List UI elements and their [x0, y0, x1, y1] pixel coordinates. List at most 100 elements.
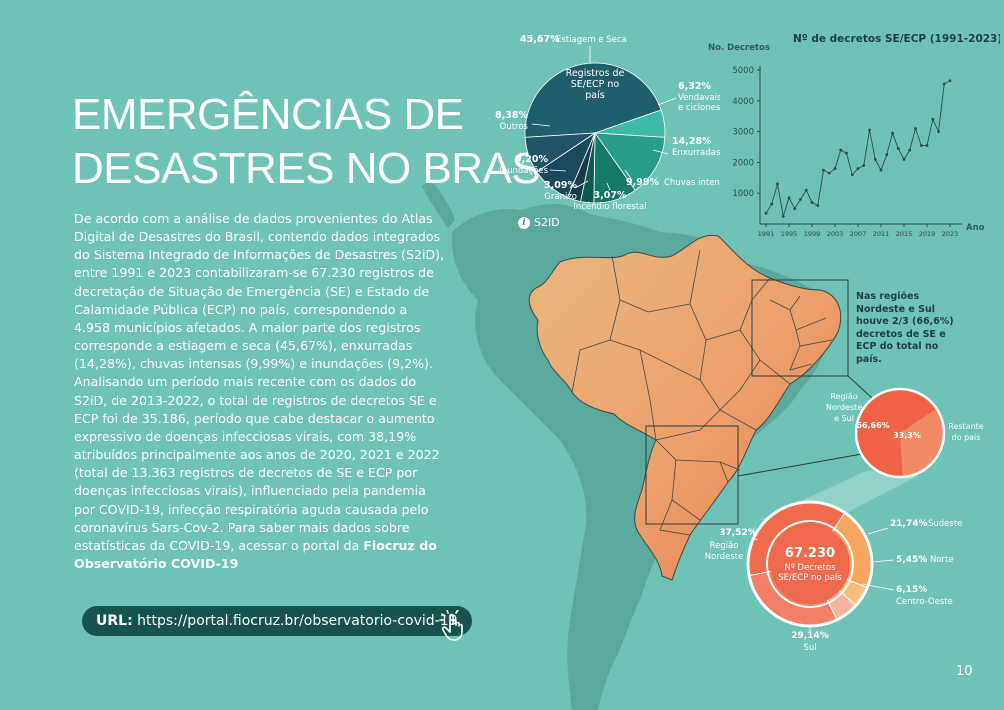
pie1-value-label: 3,07% — [594, 190, 627, 201]
series-point — [879, 168, 883, 172]
body-paragraph: De acordo com a análise de dados proveni… — [74, 210, 446, 573]
info-icon: i — [518, 216, 530, 229]
pie1-slice-name: Enxurradas — [672, 148, 720, 158]
state-borders — [571, 249, 833, 536]
donut-center-label: Nº Decretos — [784, 563, 836, 573]
hand-click-icon — [439, 610, 463, 641]
x-tick-label: 2023 — [942, 230, 959, 238]
pie1-leader — [606, 182, 611, 191]
source-badge: i S2ID — [518, 216, 560, 229]
donut-center-value: 67.230 — [785, 546, 835, 561]
pie1-value-label: 8,38% — [495, 110, 528, 121]
series-point — [799, 197, 802, 201]
pie1-slices — [524, 62, 666, 204]
series-point — [833, 167, 837, 170]
x-tick-label: 2019 — [919, 230, 936, 238]
x-tick-label: 1991 — [758, 230, 775, 238]
title-line-1: EMERGÊNCIAS DE — [72, 90, 464, 139]
x-tick-label: 2007 — [850, 230, 867, 238]
ne-south-pie: 66,66% 33,3% Região Nordeste e Sul Restante do… — [826, 387, 984, 479]
pie3-leader — [861, 583, 895, 591]
pie3-slice-name: Nordeste — [705, 552, 744, 562]
series-point — [902, 157, 906, 161]
series-point — [845, 151, 848, 155]
fiocruz-link[interactable]: Fiocruz do Observatório COVID-19 — [74, 537, 437, 571]
pie2-labels: 66,66% 33,3% Região Nordeste e Sul Restante do… — [826, 392, 984, 442]
x-tick-label: 1995 — [781, 230, 798, 238]
y-tick-label: 3000 — [732, 128, 754, 138]
y-tick-label: 1000 — [732, 189, 754, 199]
line-chart-axes — [759, 66, 962, 225]
pie3-value-label: 37,52% — [719, 528, 757, 538]
series-point — [948, 79, 952, 83]
pie2-slice — [900, 408, 944, 477]
pie3-leader — [751, 537, 759, 541]
series-point — [850, 173, 854, 177]
donut-hole — [770, 524, 850, 604]
series-point — [810, 201, 814, 204]
series-point — [891, 131, 894, 135]
central-america-shape — [422, 180, 455, 228]
series-point — [827, 171, 831, 175]
y-tick-label: 5000 — [732, 66, 754, 76]
url-pill[interactable]: URL: https://portal.fiocruz.br/observato… — [82, 606, 472, 636]
pie1-slice-name: Inundações — [499, 166, 548, 176]
pie1-slice-name: e ciclones — [678, 103, 720, 113]
pie3-slice-name: Região — [710, 541, 739, 551]
pie1-center-text: país — [585, 90, 604, 101]
south-connector — [737, 453, 863, 477]
pie1-leader — [624, 169, 633, 181]
pie1-value-label: 6,32% — [678, 81, 711, 92]
series-point — [862, 164, 866, 167]
pie1-leader — [549, 169, 567, 172]
pie3-value-label: 6,15% — [896, 585, 927, 595]
x-tick-label: 2003 — [827, 230, 844, 238]
pie1-value-label: 9,99% — [626, 177, 659, 188]
pie2-slice-name: Nordeste — [826, 403, 862, 412]
line-chart-ylabel: No. Decretos — [708, 43, 770, 53]
pie1-center-text: SE/ECP no — [571, 79, 620, 90]
series-point — [776, 182, 779, 186]
series-point — [937, 130, 940, 133]
pie1-slice-name: Chuvas intensas — [664, 178, 720, 188]
pie2-slice-name: do país — [952, 433, 981, 442]
line-chart-ticks: 1000 2000 3000 4000 5000 1991 1995 1999 2003 2007… — [732, 66, 958, 238]
series-line — [765, 80, 951, 217]
series-point — [873, 157, 877, 161]
pie1-slice-name: Incêndio florestal — [573, 201, 646, 212]
pie1-leader — [657, 97, 677, 106]
series-point — [787, 196, 791, 200]
pie1-center-text: Registros de — [566, 68, 625, 79]
series-point — [816, 204, 820, 207]
pie2-slice-name: e Sul — [834, 414, 854, 423]
series-point — [919, 144, 923, 147]
y-tick-label: 4000 — [732, 97, 754, 107]
y-tick-label: 2000 — [732, 158, 754, 168]
pie3-slice-name: Sul — [803, 643, 816, 653]
brazil-shape — [528, 234, 842, 581]
series-point — [896, 147, 900, 150]
pie3-leader — [871, 559, 895, 563]
pie1-slice-name: Estiagem e Seca — [556, 35, 627, 45]
pie1-slice-name: Vendavais — [678, 93, 720, 103]
source-label: S2ID — [534, 216, 560, 229]
pie3-value-label: 29,14% — [791, 631, 829, 641]
pie2-value-label: 66,66% — [856, 421, 889, 430]
x-tick-label: 1999 — [804, 230, 821, 238]
page-title: EMERGÊNCIAS DE DESASTRES NO BRASIL — [72, 88, 576, 196]
series-point — [925, 144, 929, 147]
series-point — [908, 148, 912, 152]
url-label: URL: — [96, 613, 133, 629]
pie2-slice-name: Restante — [948, 422, 984, 431]
pie1-value-label: 45,67% — [520, 34, 560, 45]
pie3-inner-ring — [766, 520, 854, 608]
northeast-south-note: Nas regiões Nordeste e Sul houve 2/3 (66… — [856, 291, 954, 365]
url-value[interactable]: https://portal.fiocruz.br/observatorio-c… — [137, 613, 458, 629]
series-point — [781, 214, 785, 218]
series-point — [839, 148, 843, 152]
series-point — [885, 153, 889, 157]
pie1-slice-name: Outros — [500, 122, 529, 132]
